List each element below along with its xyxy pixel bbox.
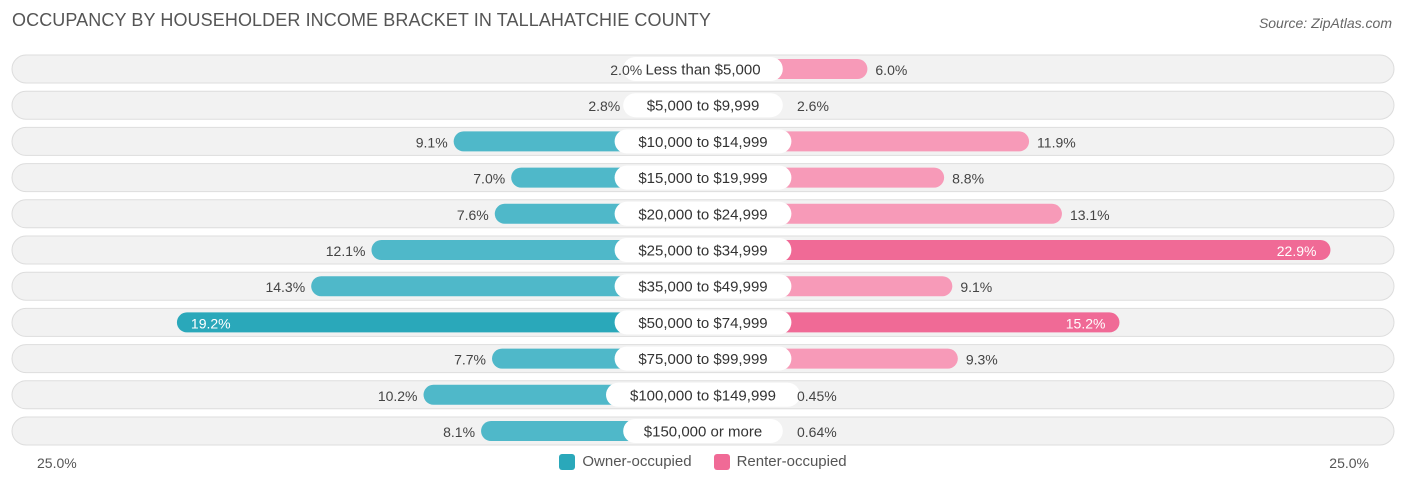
legend-item-renter[interactable]: Renter-occupied [713, 453, 847, 470]
renter-value-label: 0.64% [797, 424, 837, 440]
category-label: $150,000 or more [644, 424, 762, 441]
source-label: Source: ZipAtlas.com [1258, 15, 1392, 31]
renter-value-label: 6.0% [875, 62, 907, 78]
category-label: $20,000 to $24,999 [638, 206, 767, 223]
category-label: $5,000 to $9,999 [647, 98, 760, 115]
renter-value-label: 2.6% [797, 98, 829, 114]
category-label-pill [623, 57, 783, 81]
axis-left-label: 25.0% [37, 455, 77, 471]
category-label-pill [614, 238, 792, 262]
owner-value-label: 2.8% [588, 98, 620, 114]
owner-value-label: 19.2% [191, 315, 231, 331]
category-label: Less than $5,000 [645, 62, 760, 79]
category-label-pill [614, 346, 792, 371]
renter-bar [693, 312, 1120, 333]
renter-value-label: 15.2% [1066, 315, 1106, 331]
legend-item-owner[interactable]: Owner-occupied [559, 453, 692, 470]
category-label-pill [614, 310, 792, 335]
category-label: $25,000 to $34,999 [638, 243, 767, 260]
legend-owner-label: Owner-occupied [582, 453, 692, 470]
category-label-pill [614, 129, 792, 154]
renter-value-label: 13.1% [1070, 207, 1110, 223]
owner-value-label: 8.1% [443, 424, 475, 440]
category-label-pill [614, 201, 792, 226]
renter-value-label: 9.3% [966, 352, 998, 368]
owner-value-label: 9.1% [416, 134, 448, 150]
owner-value-label: 2.0% [610, 62, 642, 78]
owner-value-label: 7.6% [457, 207, 489, 223]
category-label-pill [614, 165, 792, 190]
owner-value-label: 7.0% [473, 171, 505, 187]
category-label: $15,000 to $19,999 [638, 170, 767, 187]
category-label-pill [623, 93, 783, 118]
owner-bar [176, 312, 714, 333]
owner-value-label: 14.3% [265, 279, 305, 295]
category-label-pill [606, 382, 800, 407]
category-label-pill [614, 274, 792, 299]
renter-value-label: 9.1% [960, 279, 992, 295]
renter-value-label: 22.9% [1277, 243, 1317, 259]
legend: Owner-occupied Renter-occupied [0, 453, 1406, 470]
category-label: $10,000 to $14,999 [638, 134, 767, 151]
category-label-pill [623, 419, 783, 443]
category-label: $100,000 to $149,999 [630, 387, 776, 404]
category-label: $50,000 to $74,999 [638, 315, 767, 332]
legend-renter-label: Renter-occupied [736, 453, 847, 470]
chart-title: OCCUPANCY BY HOUSEHOLDER INCOME BRACKET … [12, 10, 711, 30]
owner-value-label: 10.2% [378, 388, 418, 404]
renter-value-label: 8.8% [952, 171, 984, 187]
renter-value-label: 11.9% [1037, 134, 1076, 150]
category-label: $35,000 to $49,999 [638, 279, 767, 296]
renter-value-label: 0.45% [797, 388, 837, 404]
renter-swatch-icon [713, 453, 730, 470]
renter-bar [693, 240, 1331, 260]
axis-right-label: 25.0% [1329, 455, 1369, 471]
owner-value-label: 7.7% [454, 352, 486, 368]
owner-swatch-icon [559, 453, 576, 470]
owner-value-label: 12.1% [326, 243, 366, 259]
owner-bar [311, 276, 713, 297]
category-label: $75,000 to $99,999 [638, 351, 767, 368]
